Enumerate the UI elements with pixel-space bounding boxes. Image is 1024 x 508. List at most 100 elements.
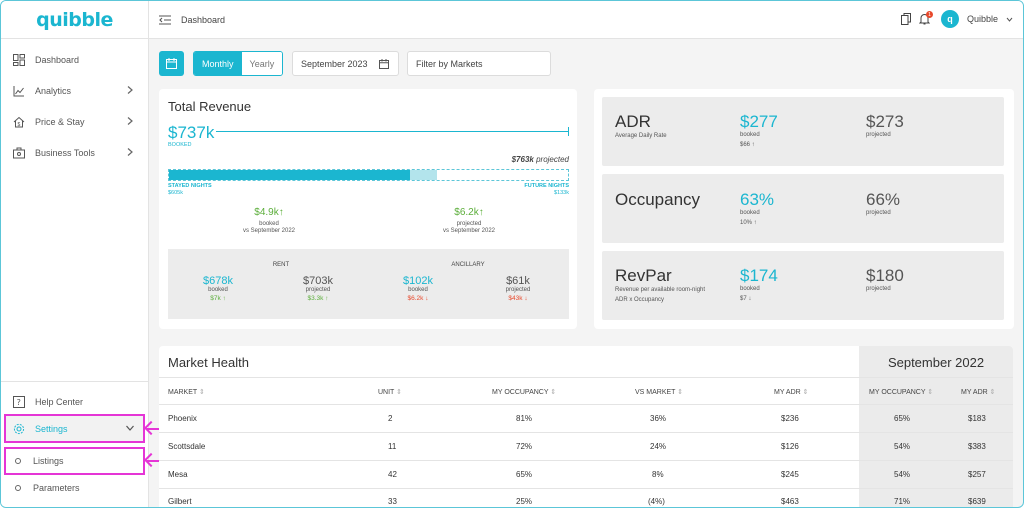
sidebar-item-dashboard[interactable]: Dashboard (1, 46, 148, 74)
market-name[interactable]: Gilbert (168, 497, 192, 506)
market-name[interactable]: Mesa (168, 470, 188, 479)
sort-icon: ⇕ (396, 389, 403, 396)
market-health-title: Market Health (168, 355, 249, 370)
arrow-up-icon: ↑ (478, 207, 484, 218)
row-divider (159, 488, 1013, 489)
month-picker[interactable]: September 2023 (292, 51, 399, 76)
sidebar-divider (1, 381, 148, 382)
header-divider (159, 377, 1013, 378)
column-header-my-occupancy[interactable]: MY OCCUPANCY ⇕ (492, 389, 557, 396)
booked-delta-value: $4.9k (254, 207, 279, 218)
sidebar: quibble Dashboard Analytics $ Price & St… (1, 1, 149, 507)
avatar[interactable]: q (940, 10, 959, 28)
house-dollar-icon: $ (12, 115, 26, 129)
top-right-controls: 1 q Quibble (900, 10, 1013, 28)
bullet-icon (15, 458, 21, 464)
chevron-right-icon (127, 86, 133, 94)
projected-revenue-value: $763k (511, 155, 534, 164)
top-bar: Dashboard 1 q Quibble (149, 1, 1023, 39)
rent-projected: $703k projected $3.3k ↑ (303, 275, 333, 302)
booked-delta-vs: vs September 2022 (242, 228, 296, 234)
booked-line (216, 131, 568, 132)
notification-badge: 1 (925, 11, 933, 18)
rent-title: RENT (272, 262, 290, 268)
sidebar-item-help-center[interactable]: ? Help Center (1, 388, 148, 416)
market-filter-placeholder: Filter by Markets (416, 58, 483, 69)
market-name[interactable]: Scottsdale (168, 442, 206, 451)
revenue-progress-bar (168, 169, 569, 181)
booked-line-end (568, 127, 569, 136)
period-toggle: Monthly Yearly (193, 51, 284, 76)
future-nights-value: $133k (554, 190, 569, 196)
calendar-icon (379, 59, 389, 69)
projected-revenue-suffix: projected (536, 155, 569, 164)
market-name[interactable]: Phoenix (168, 414, 197, 423)
gear-icon (12, 422, 26, 436)
market-filter-input[interactable]: Filter by Markets (407, 51, 551, 76)
row-divider (159, 432, 1013, 433)
chevron-right-icon (127, 117, 133, 125)
sidebar-item-label: Price & Stay (35, 117, 85, 127)
period-yearly-button[interactable]: Yearly (241, 52, 283, 75)
arrow-up-icon: ↑ (278, 207, 284, 218)
comparison-title: September 2022 (887, 355, 985, 370)
column-header-my-adr[interactable]: MY ADR ⇕ (774, 389, 809, 396)
menu-collapse-icon[interactable] (159, 14, 171, 25)
column-header-prev-occupancy[interactable]: MY OCCUPANCY ⇕ (869, 389, 934, 396)
month-value: September 2023 (301, 58, 368, 69)
ancillary-projected: $61k projected $43k ↓ (505, 275, 531, 302)
bell-icon[interactable]: 1 (918, 11, 933, 25)
sidebar-item-analytics[interactable]: Analytics (1, 77, 148, 105)
future-nights-label: FUTURE NIGHTS (524, 183, 569, 189)
stayed-nights-value: $605k (168, 190, 183, 196)
total-revenue-card: Total Revenue $737k BOOKED $763k project… (159, 89, 577, 329)
quibble-logo[interactable]: quibble (1, 1, 148, 39)
chevron-down-icon (126, 425, 134, 431)
sidebar-item-label: Parameters (33, 483, 80, 493)
copy-icon[interactable] (900, 13, 911, 25)
sort-icon: ⇕ (550, 389, 557, 396)
column-header-vs-market[interactable]: VS MARKET ⇕ (635, 389, 684, 396)
column-header-market[interactable]: MARKET ⇕ (168, 389, 205, 396)
sidebar-item-price-stay[interactable]: $ Price & Stay (1, 108, 148, 136)
ancillary-booked: $102k booked $6.2k ↓ (403, 275, 433, 302)
sidebar-item-settings[interactable]: Settings (1, 415, 148, 443)
sidebar-subitem-listings[interactable]: Listings (1, 447, 148, 475)
bullet-icon (15, 485, 21, 491)
rent-booked: $678k booked $7k ↑ (203, 275, 233, 302)
sidebar-item-label: Analytics (35, 86, 72, 96)
booked-label: BOOKED (168, 142, 192, 148)
column-header-unit[interactable]: UNIT ⇕ (378, 389, 403, 396)
kpi-revpar: RevPar Revenue per available room-night … (602, 251, 1004, 320)
dashboard-grid-icon (12, 53, 26, 67)
sidebar-item-label: Listings (33, 456, 64, 466)
sidebar-item-label: Settings (35, 424, 68, 434)
booked-delta: $4.9k↑ booked vs September 2022 (219, 207, 319, 234)
sidebar-item-label: Help Center (35, 397, 84, 407)
sort-icon: ⇕ (927, 389, 934, 396)
projected-delta-vs: vs September 2022 (442, 228, 496, 234)
briefcase-icon (12, 146, 26, 160)
revenue-breakdown-panel: RENT ANCILLARY $678k booked $7k ↑ $703k … (168, 249, 569, 319)
sidebar-subitem-parameters[interactable]: Parameters (1, 474, 148, 502)
sidebar-item-label: Dashboard (35, 55, 80, 65)
kpi-adr: ADR Average Daily Rate $277 booked $66 ↑… (602, 97, 1004, 166)
svg-text:?: ? (17, 398, 21, 407)
settings-highlight (4, 414, 145, 443)
user-name[interactable]: Quibble (966, 14, 998, 24)
question-icon: ? (12, 395, 26, 409)
sidebar-item-business-tools[interactable]: Business Tools (1, 139, 148, 167)
row-divider (159, 460, 1013, 461)
ancillary-title: ANCILLARY (451, 262, 485, 268)
future-nights-fill (410, 170, 437, 180)
chevron-right-icon (127, 148, 133, 156)
projected-revenue: $763k projected (512, 155, 569, 164)
stayed-nights-label: STAYED NIGHTS (168, 183, 212, 189)
booked-revenue-value: $737k (168, 123, 215, 142)
period-monthly-button[interactable]: Monthly (194, 52, 242, 75)
projected-delta: $6.2k↑ projected vs September 2022 (419, 207, 519, 234)
chevron-down-icon[interactable] (1006, 16, 1013, 23)
column-header-prev-adr[interactable]: MY ADR ⇕ (961, 389, 996, 396)
projected-delta-label: projected (456, 221, 482, 227)
calendar-view-button[interactable] (159, 51, 184, 76)
